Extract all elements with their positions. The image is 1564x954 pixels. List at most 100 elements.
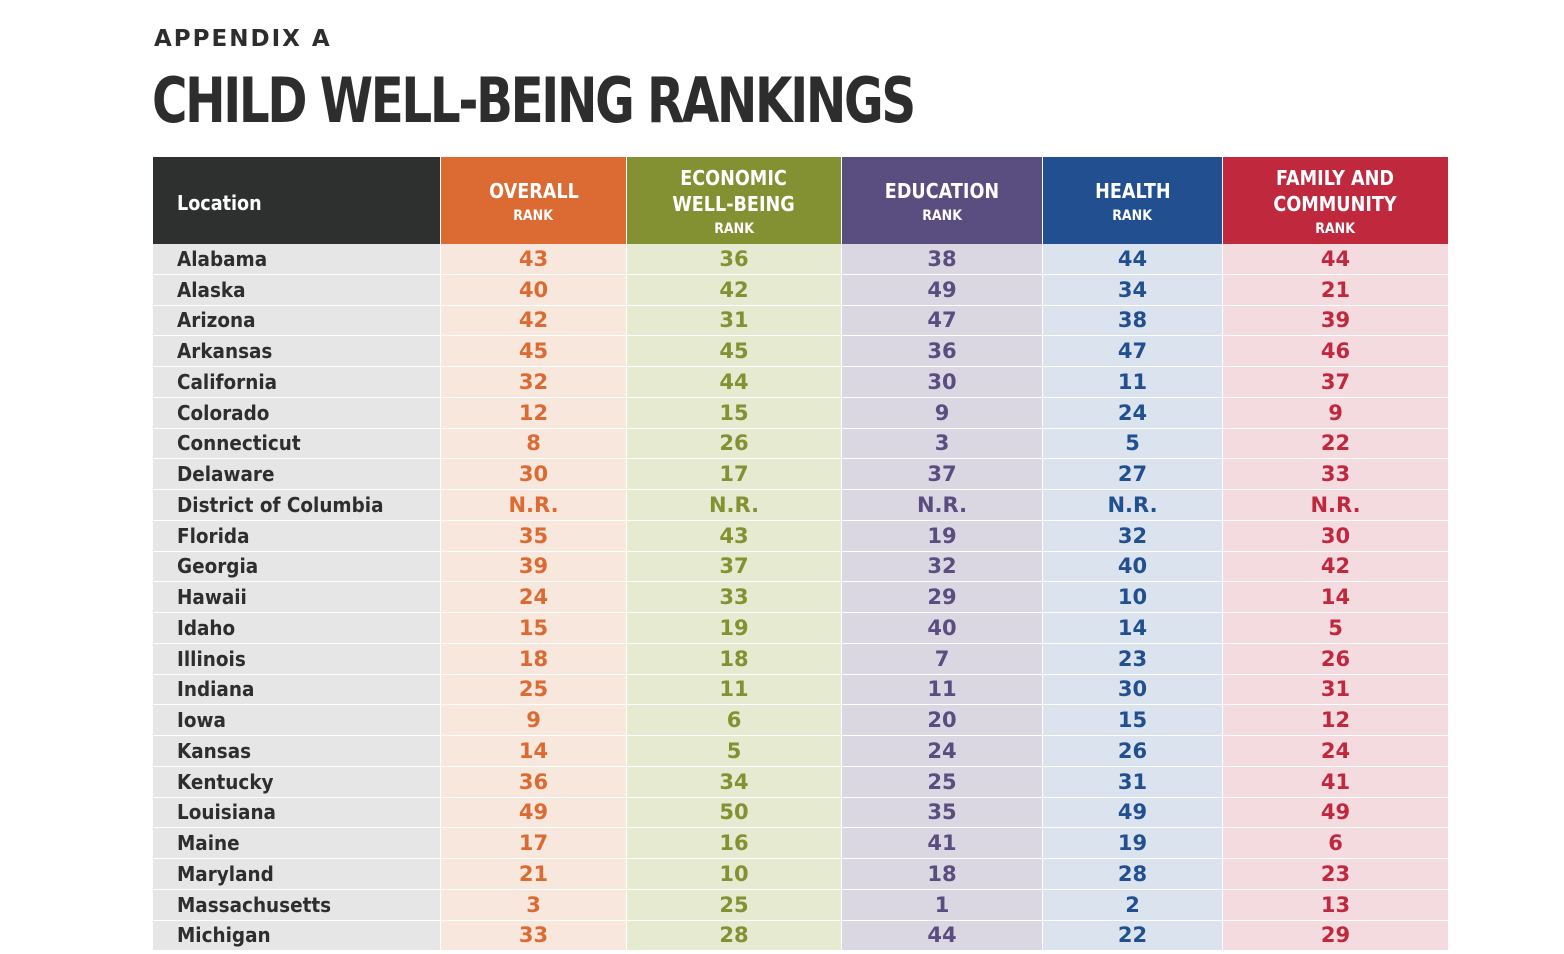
family-rank-cell: 46 [1223,336,1448,367]
header-family-title: FAMILY AND COMMUNITY [1273,165,1398,216]
location-cell: Florida [153,520,441,552]
location-name: Arizona [177,308,256,333]
education-rank-cell: 7 [842,643,1043,675]
health-rank-cell: 26 [1043,736,1223,767]
overall-rank-cell: 21 [441,859,627,890]
location-cell: Kansas [153,736,441,767]
health-rank-cell: 14 [1043,613,1223,644]
location-cell: California [153,367,441,398]
family-rank-cell: 31 [1223,674,1448,706]
location-name: Kentucky [177,769,274,794]
education-rank-cell: 49 [842,274,1043,306]
family-rank-cell: 12 [1223,705,1448,736]
location-name: Florida [177,523,250,548]
location-name: Delaware [177,462,275,487]
economic-rank-cell: 28 [627,920,842,952]
overall-rank-cell: N.R. [441,490,627,521]
health-rank-cell: 47 [1043,336,1223,367]
family-rank-cell: 37 [1223,367,1448,398]
economic-rank-cell: 5 [627,736,842,767]
overall-rank-cell: 9 [441,705,627,736]
education-rank-cell: 40 [842,613,1043,644]
overall-rank-cell: 3 [441,889,627,921]
family-rank-cell: 24 [1223,736,1448,767]
location-cell: Michigan [153,920,441,952]
family-rank-cell: 29 [1223,920,1448,952]
rankings-table: Location OVERALL RANK ECONOMIC WELL-BEIN… [153,157,1448,954]
table-row: Illinois 18 18 7 23 26 [153,643,1448,675]
overall-rank-cell: 24 [441,582,627,613]
location-name: Kansas [177,738,252,763]
health-rank-cell: 15 [1043,705,1223,736]
health-rank-cell: 23 [1043,643,1223,675]
education-rank-cell: 9 [842,397,1043,429]
table-row: District of Columbia N.R. N.R. N.R. N.R.… [153,490,1448,521]
family-rank-cell: 39 [1223,305,1448,337]
location-cell: Idaho [153,613,441,644]
location-name: Indiana [177,677,255,702]
table-row: Florida 35 43 19 32 30 [153,520,1448,552]
economic-rank-cell: 34 [627,766,842,798]
economic-rank-cell: 43 [627,520,842,552]
location-name: Alabama [177,246,268,271]
overall-rank-cell: 8 [441,428,627,460]
family-rank-cell: 26 [1223,643,1448,675]
family-rank-cell: 41 [1223,766,1448,798]
health-rank-cell: 44 [1043,244,1223,275]
overall-rank-cell: 17 [441,828,627,859]
economic-rank-cell: 17 [627,459,842,490]
location-name: Maine [177,831,240,856]
overall-rank-cell: 25 [441,674,627,706]
family-rank-cell: 23 [1223,859,1448,890]
family-rank-cell: 21 [1223,274,1448,306]
health-rank-cell: 30 [1043,674,1223,706]
location-cell: Maine [153,828,441,859]
health-rank-cell: 11 [1043,367,1223,398]
education-rank-cell: 36 [842,336,1043,367]
education-rank-cell: 32 [842,551,1043,583]
location-cell: Massachusetts [153,889,441,921]
location-name: Georgia [177,554,259,579]
health-rank-cell: 49 [1043,797,1223,829]
header-health-sub: RANK [1112,207,1153,224]
economic-rank-cell: 15 [627,397,842,429]
family-rank-cell: 14 [1223,582,1448,613]
table-row: Maine 17 16 41 19 6 [153,828,1448,859]
health-rank-cell: 34 [1043,274,1223,306]
health-rank-cell: N.R. [1043,490,1223,521]
table-row: Iowa 9 6 20 15 12 [153,705,1448,736]
table-row: Michigan 33 28 44 22 29 [153,920,1448,952]
education-rank-cell: 30 [842,367,1043,398]
header-health-title: HEALTH [1094,178,1171,203]
education-rank-cell: 1 [842,889,1043,921]
family-rank-cell: 13 [1223,889,1448,921]
education-rank-cell: 25 [842,766,1043,798]
overall-rank-cell: 43 [441,244,627,275]
header-economic-title: ECONOMIC WELL-BEING [672,165,796,216]
education-rank-cell: 29 [842,582,1043,613]
economic-rank-cell: 31 [627,305,842,337]
table-row: Colorado 12 15 9 24 9 [153,397,1448,429]
table-row: Alaska 40 42 49 34 21 [153,274,1448,306]
economic-rank-cell: 45 [627,336,842,367]
table-row: Kansas 14 5 24 26 24 [153,736,1448,767]
education-rank-cell: 11 [842,674,1043,706]
location-cell: Colorado [153,397,441,429]
location-cell: Hawaii [153,582,441,613]
family-rank-cell: 6 [1223,828,1448,859]
location-cell: Arkansas [153,336,441,367]
education-rank-cell: 3 [842,428,1043,460]
location-cell: Iowa [153,705,441,736]
economic-rank-cell: 36 [627,244,842,275]
table-row: Alabama 43 36 38 44 44 [153,244,1448,275]
health-rank-cell: 32 [1043,520,1223,552]
health-rank-cell: 19 [1043,828,1223,859]
table-row: Indiana 25 11 11 30 31 [153,674,1448,706]
health-rank-cell: 2 [1043,889,1223,921]
table-row: Delaware 30 17 37 27 33 [153,459,1448,490]
header-family-sub: RANK [1315,220,1356,237]
header-health: HEALTH RANK [1043,157,1223,244]
table-row: Louisiana 49 50 35 49 49 [153,797,1448,829]
location-name: Illinois [177,646,246,671]
location-name: Iowa [177,708,226,733]
